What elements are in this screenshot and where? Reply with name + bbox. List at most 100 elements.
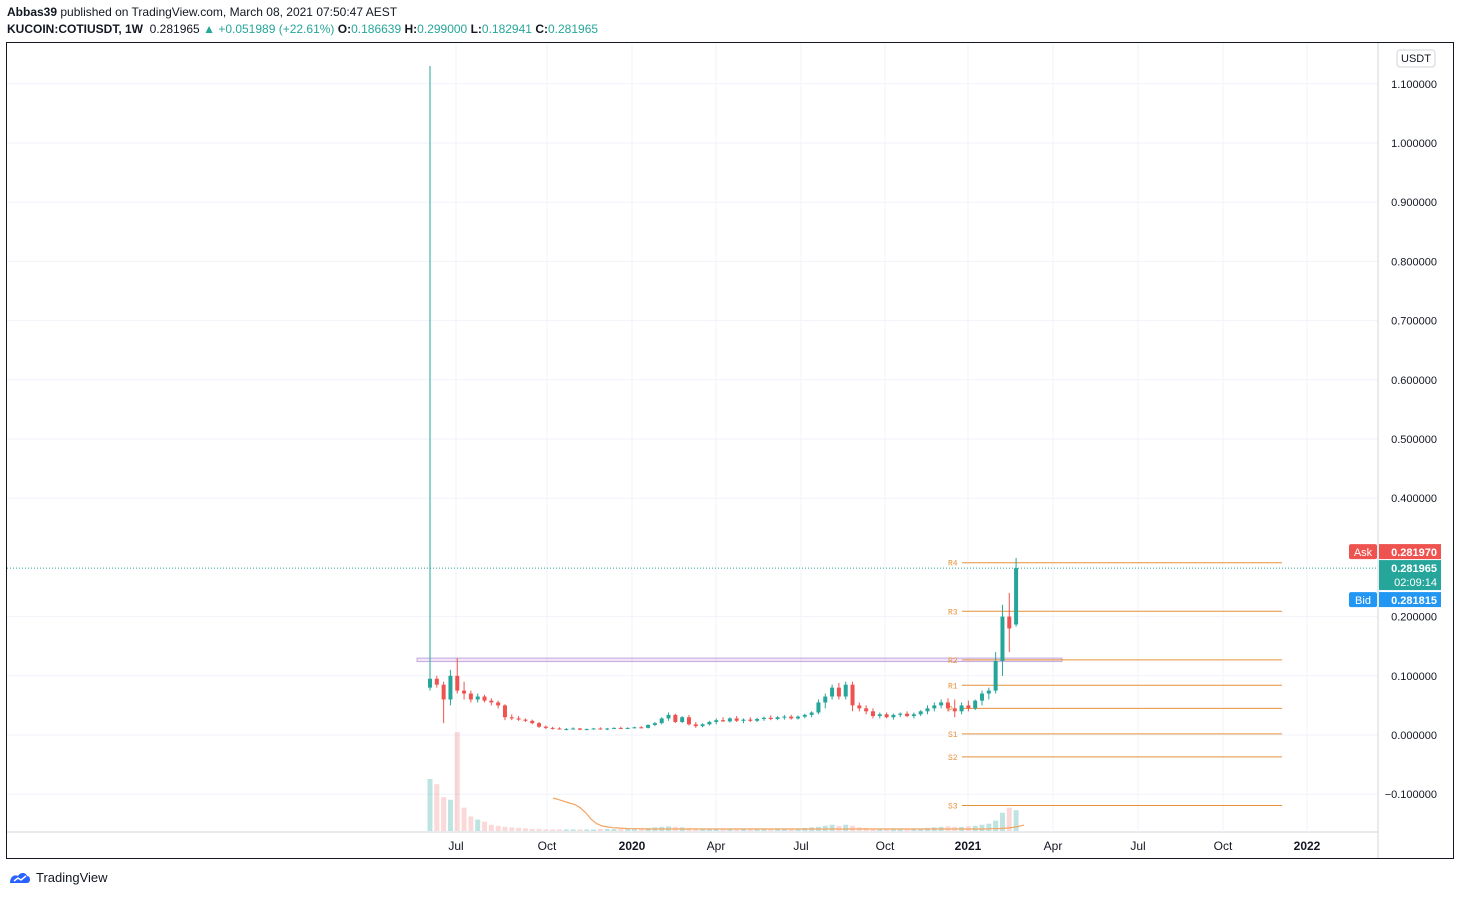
volume-bar [618, 828, 624, 831]
candle-body [618, 727, 623, 729]
candle-body [571, 728, 576, 730]
volume-bar [597, 828, 603, 831]
x-tick-label: Apr [1044, 839, 1063, 853]
pivot-label: S1 [948, 731, 958, 740]
volume-bar [488, 824, 494, 831]
bid-price-box [1379, 592, 1441, 608]
volume-bar [897, 828, 903, 831]
candle-body [966, 705, 971, 709]
y-tick-label: 0.600000 [1391, 375, 1437, 387]
volume-bar [516, 827, 522, 831]
candle-body [802, 714, 807, 717]
volume-bar [986, 823, 992, 831]
volume-bar [638, 828, 644, 831]
volume-bar [884, 828, 890, 831]
candle-body [748, 719, 753, 721]
low-value: 0.182941 [481, 22, 532, 36]
candle-body [462, 690, 467, 694]
pivot-label: P [948, 705, 953, 714]
candle-body [557, 728, 562, 730]
published-text: published on TradingView.com, March 08, … [60, 5, 398, 19]
volume-bar [768, 828, 774, 831]
candle-body [775, 717, 780, 720]
last-price: 0.281965 [149, 22, 200, 36]
volume-bar [890, 828, 896, 831]
candle-body [836, 687, 841, 697]
volume-bar [993, 820, 999, 831]
volume-bar [877, 828, 883, 831]
candle-body [537, 723, 542, 727]
volume-bar [522, 828, 528, 831]
volume-bar [434, 784, 440, 831]
candle-body [482, 696, 487, 701]
symbol-name[interactable]: KUCOIN:COTIUSDT, 1W [7, 22, 143, 36]
candle-body [605, 728, 610, 730]
candle-body [768, 717, 773, 720]
volume-bar [611, 828, 617, 831]
volume-bar [577, 829, 583, 831]
last-price-box [1379, 560, 1441, 591]
pivot-label: R2 [948, 657, 958, 666]
x-tick-label: 2020 [619, 839, 646, 853]
close-label: C: [535, 22, 548, 36]
volume-bar [870, 828, 876, 831]
y-tick-label: 0.800000 [1391, 256, 1437, 268]
y-tick-label: 0.400000 [1391, 493, 1437, 505]
candle-body [884, 714, 889, 718]
candle-body [686, 717, 691, 725]
volume-bar [775, 828, 781, 831]
volume-bar [740, 828, 746, 831]
volume-bar [761, 828, 767, 831]
candle-body [577, 728, 582, 730]
chart-frame[interactable] [6, 42, 1454, 859]
volume-bar [781, 828, 787, 831]
volume-bar [727, 828, 733, 831]
ask-price-box [1379, 544, 1441, 560]
candle-body [646, 724, 651, 728]
y-tick-label: 0.900000 [1391, 197, 1437, 209]
candle-body [1007, 616, 1012, 629]
candle-body [598, 728, 603, 730]
volume-bar [447, 799, 453, 831]
candle-body [932, 705, 937, 709]
pivot-label: R3 [948, 608, 958, 617]
candle-body [877, 714, 882, 717]
candle-body [530, 720, 535, 724]
bar-countdown-label: 02:09:14 [1394, 577, 1437, 589]
currency-badge [1396, 49, 1436, 68]
x-tick-label: Oct [876, 839, 895, 853]
x-tick-label: 2021 [955, 839, 982, 853]
ask-tag-label: Ask [1354, 547, 1373, 559]
author-name[interactable]: Abbas39 [7, 5, 58, 19]
volume-bar [720, 828, 726, 831]
volume-bar [482, 821, 488, 831]
volume-bar [788, 828, 794, 831]
tradingview-footer[interactable]: TradingView [8, 870, 108, 885]
y-tick-label: 0.000000 [1391, 730, 1437, 742]
candle-body [918, 711, 923, 715]
volume-bar [713, 828, 719, 831]
volume-bar [754, 828, 760, 831]
candle-body [625, 727, 630, 729]
low-label: L: [470, 22, 482, 36]
pivot-label: R4 [948, 560, 958, 569]
candle-body [1014, 568, 1019, 625]
candle-body [809, 712, 814, 715]
volume-bar [468, 816, 474, 831]
volume-bar [550, 829, 556, 831]
y-tick-label: 0.500000 [1391, 434, 1437, 446]
candle-body [543, 726, 548, 728]
volume-bar [427, 779, 433, 831]
ask-tag [1349, 544, 1377, 560]
candle-body [652, 723, 657, 725]
y-tick-label: 0.200000 [1391, 612, 1437, 624]
candle-body [659, 718, 664, 724]
volume-bar [625, 828, 631, 831]
x-tick-label: Jul [448, 839, 463, 853]
candle-body [870, 711, 875, 717]
volume-bar [918, 828, 924, 831]
candle-body [857, 705, 862, 709]
candle-body [959, 705, 964, 712]
volume-bar [502, 826, 508, 831]
